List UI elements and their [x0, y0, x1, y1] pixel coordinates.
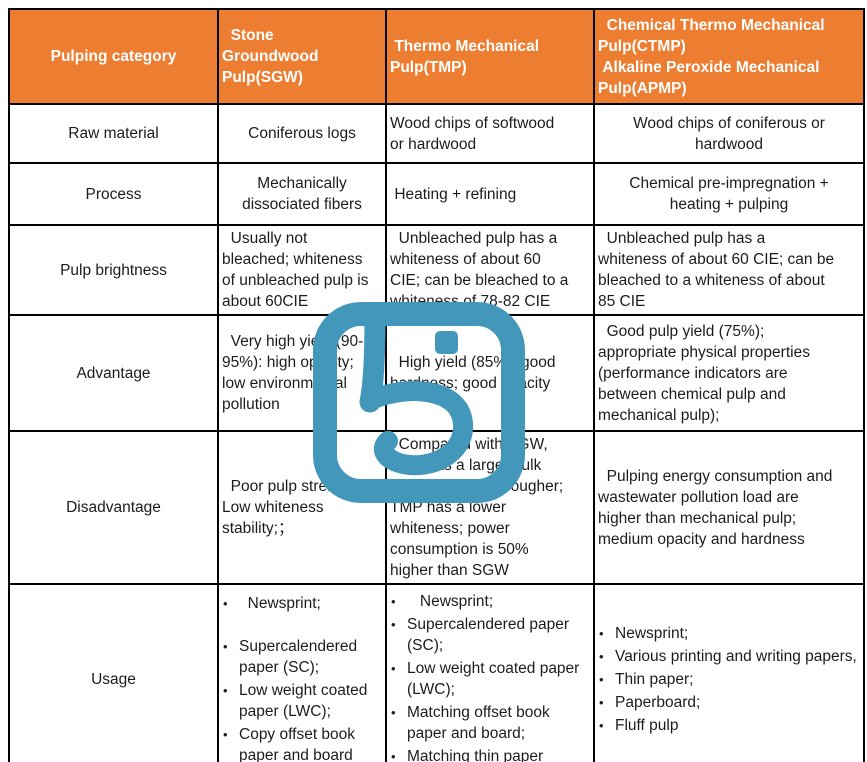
cell-process-ctmp: Chemical pre-impregnation + heating + pu…: [595, 164, 865, 226]
list-item-text: Paperboard;: [615, 693, 701, 711]
usage-list-tmp: • Newsprint; • Supercalendered paper (SC);…: [390, 587, 590, 762]
list-item-text: Various printing and writing papers,: [615, 647, 857, 665]
list-item: • Supercalendered paper (SC);: [391, 614, 589, 656]
list-spacer: [223, 616, 381, 634]
list-item: • Newsprint;: [599, 623, 859, 644]
usage-list-ctmp: • Newsprint; • Various printing and writing…: [598, 619, 860, 740]
cell-usage-sgw: • Newsprint; • Supercalendered paper (SC);…: [219, 585, 387, 762]
list-item-text: Newsprint;: [407, 593, 494, 610]
header-tmp: Thermo Mechanical Pulp(TMP): [387, 10, 595, 105]
list-item-text: Matching thin paper: [407, 748, 544, 762]
list-item: • Fluff pulp: [599, 715, 859, 736]
row-raw-material: Raw material Coniferous logs Wood chips …: [10, 105, 865, 164]
cell-pulp-brightness-ctmp: Unbleached pulp has a whiteness of about…: [595, 226, 865, 316]
header-row: Pulping category Stone Groundwood Pulp(S…: [10, 10, 865, 105]
list-item-text: Newsprint;: [615, 624, 689, 642]
list-item: • Low weight coated paper (LWC);: [223, 680, 381, 722]
row-label-usage: Usage: [10, 585, 219, 762]
cell-usage-tmp: • Newsprint; • Supercalendered paper (SC);…: [387, 585, 595, 762]
row-process: Process Mechanically dissociated fibers …: [10, 164, 865, 226]
cell-advantage-sgw: Very high yield (90- 95%): high opacity;…: [219, 316, 387, 432]
header-sgw: Stone Groundwood Pulp(SGW): [219, 10, 387, 105]
row-label-disadvantage: Disadvantage: [10, 432, 219, 585]
list-item-text: Thin paper;: [615, 670, 694, 688]
cell-raw-material-tmp: Wood chips of softwood or hardwood: [387, 105, 595, 164]
bullet-icon: •: [599, 717, 604, 733]
list-item-text: Matching offset book paper and board;: [407, 704, 555, 742]
list-item: • Matching thin paper: [391, 746, 589, 762]
list-item: • Newsprint;: [223, 593, 381, 614]
list-item-text: Supercalendered paper (SC);: [239, 637, 362, 676]
list-item-text: Copy offset book paper and board: [239, 725, 360, 762]
bullet-icon: •: [223, 726, 228, 742]
bullet-icon: •: [223, 595, 228, 611]
list-item: • Various printing and writing papers,: [599, 646, 859, 667]
header-pulping-category: Pulping category: [10, 10, 219, 105]
bullet-icon: •: [599, 694, 604, 710]
bullet-icon: •: [391, 661, 396, 676]
cell-disadvantage-sgw: Poor pulp strength; Low whiteness stabil…: [219, 432, 387, 585]
bullet-icon: •: [391, 705, 396, 720]
list-item-text: Low weight coated paper (LWC);: [407, 660, 584, 698]
row-label-process: Process: [10, 164, 219, 226]
list-item: • Copy offset book paper and board: [223, 724, 381, 762]
row-label-pulp-brightness: Pulp brightness: [10, 226, 219, 316]
bullet-icon: •: [223, 638, 228, 654]
list-item: • Low weight coated paper (LWC);: [391, 658, 589, 700]
cell-pulp-brightness-sgw: Usually not bleached; whiteness of unble…: [219, 226, 387, 316]
list-item-text: Newsprint;: [239, 594, 321, 612]
bullet-icon: •: [223, 682, 228, 698]
list-item-text: Supercalendered paper (SC);: [407, 616, 574, 654]
usage-list-sgw: • Newsprint; • Supercalendered paper (SC);…: [222, 589, 382, 762]
list-item: • Thin paper;: [599, 669, 859, 690]
row-label-advantage: Advantage: [10, 316, 219, 432]
cell-raw-material-sgw: Coniferous logs: [219, 105, 387, 164]
bullet-icon: •: [599, 648, 604, 664]
cell-usage-ctmp: • Newsprint; • Various printing and writing…: [595, 585, 865, 762]
row-usage: Usage • Newsprint; • Supercalendered paper…: [10, 585, 865, 762]
cell-raw-material-ctmp: Wood chips of coniferous or hardwood: [595, 105, 865, 164]
teal-seal-logo-icon: [313, 302, 525, 503]
cell-process-sgw: Mechanically dissociated fibers: [219, 164, 387, 226]
cell-disadvantage-ctmp: Pulping energy consumption and wastewate…: [595, 432, 865, 585]
bullet-icon: •: [599, 671, 604, 687]
bullet-icon: •: [391, 594, 396, 609]
list-item: • Supercalendered paper (SC);: [223, 636, 381, 678]
bullet-icon: •: [391, 749, 396, 762]
row-advantage: Advantage Very high yield (90- 95%): hig…: [10, 316, 865, 432]
list-item-text: Fluff pulp: [615, 716, 679, 734]
header-ctmp: Chemical Thermo Mechanical Pulp(CTMP) Al…: [595, 10, 865, 105]
cell-advantage-ctmp: Good pulp yield (75%); appropriate physi…: [595, 316, 865, 432]
row-pulp-brightness: Pulp brightness Usually not bleached; wh…: [10, 226, 865, 316]
bullet-icon: •: [599, 625, 604, 641]
list-item-text: Low weight coated paper (LWC);: [239, 681, 372, 720]
watermark-logo: [313, 302, 525, 503]
row-label-raw-material: Raw material: [10, 105, 219, 164]
list-item: • Newsprint;: [391, 591, 589, 612]
cell-process-tmp: Heating + refining: [387, 164, 595, 226]
bullet-icon: •: [391, 617, 396, 632]
list-item: • Matching offset book paper and board;: [391, 702, 589, 744]
list-item: • Paperboard;: [599, 692, 859, 713]
